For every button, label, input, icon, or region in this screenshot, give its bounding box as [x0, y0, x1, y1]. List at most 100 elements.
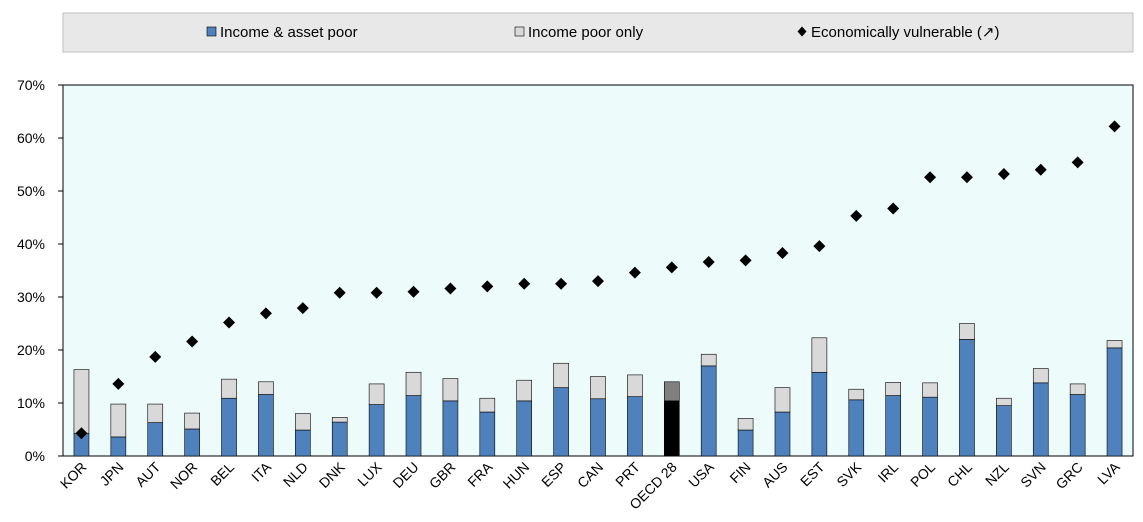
- bar-income-asset-poor: [368, 404, 385, 457]
- marker-economically-vulnerable: [1071, 156, 1084, 169]
- legend-swatch-income-asset-poor: [206, 26, 217, 37]
- bar-income-poor-only: [516, 379, 533, 402]
- bar-income-asset-poor: [811, 371, 828, 457]
- bar-income-poor-only: [737, 418, 754, 431]
- x-tick-label: NLD: [280, 459, 311, 490]
- x-tick-label: CAN: [574, 459, 606, 491]
- marker-economically-vulnerable: [444, 282, 457, 295]
- bar-income-asset-poor: [553, 387, 569, 457]
- marker-economically-vulnerable: [776, 247, 789, 260]
- bar-income-asset-poor: [1106, 347, 1123, 457]
- x-tick-label: SVK: [833, 458, 865, 490]
- marker-economically-vulnerable: [628, 266, 641, 279]
- x-tick-label: NZL: [982, 459, 1012, 489]
- bar-income-poor-only: [184, 412, 200, 430]
- bar-income-poor-only: [700, 353, 717, 367]
- marker-economically-vulnerable: [592, 275, 604, 288]
- x-tick-label: NOR: [167, 459, 200, 492]
- bar-income-asset-poor: [479, 411, 496, 457]
- x-tick-label: AUS: [759, 459, 791, 491]
- x-tick-label: PRT: [612, 458, 643, 489]
- bar-income-poor-only: [295, 413, 311, 431]
- bar-income-poor-only: [959, 323, 975, 340]
- y-tick-label: 20%: [17, 342, 45, 358]
- y-tick-label: 70%: [17, 77, 45, 93]
- marker-economically-vulnerable: [850, 209, 863, 222]
- marker-economically-vulnerable: [370, 286, 383, 299]
- x-tick-label: KOR: [57, 459, 90, 492]
- x-tick-label: ITA: [248, 458, 274, 484]
- x-tick-label: SVN: [1017, 459, 1049, 491]
- bar-income-asset-poor: [590, 398, 606, 457]
- bar-income-poor-only: [221, 378, 237, 399]
- x-tick-label: IRL: [875, 459, 902, 486]
- bar-income-asset-poor: [700, 365, 717, 457]
- bar-income-asset-poor: [258, 394, 274, 457]
- bar-income-asset-poor: [295, 429, 311, 457]
- marker-economically-vulnerable: [75, 427, 88, 440]
- x-tick-label: LVA: [1094, 458, 1123, 487]
- bar-income-asset-poor: [922, 396, 938, 457]
- x-axis: KOR JPN AUT NOR BEL ITA NLD DNK LUX DEU GBR FRA HUN E…: [57, 458, 1123, 512]
- bar-income-poor-only: [479, 397, 496, 413]
- bar-income-asset-poor: [221, 397, 237, 457]
- y-tick-label: 30%: [17, 289, 45, 305]
- bar-income-asset-poor: [737, 429, 754, 457]
- bar-income-poor-only: [1069, 383, 1086, 395]
- bar-income-asset-poor: [848, 399, 865, 457]
- bar-income-poor-only: [331, 417, 348, 423]
- bar-income-poor-only: [368, 383, 385, 405]
- marker-economically-vulnerable: [186, 335, 199, 348]
- bar-income-asset-poor: [110, 436, 127, 457]
- legend: Income & asset poor Income poor only Eco…: [62, 12, 1134, 53]
- bar-income-poor-only: [442, 378, 459, 402]
- vulnerable-markers: [75, 120, 1121, 440]
- marker-economically-vulnerable: [887, 202, 900, 215]
- bar-income-asset-poor: [627, 396, 643, 457]
- marker-economically-vulnerable: [1108, 120, 1121, 133]
- bar-income-asset-poor: [516, 400, 533, 457]
- bars: [73, 323, 1123, 457]
- bar-income-poor-only: [811, 337, 828, 373]
- bar-income-poor-only: [1106, 340, 1123, 349]
- bar-income-poor-only: [73, 369, 90, 434]
- bar-income-poor-only: [1032, 368, 1049, 384]
- marker-economically-vulnerable: [296, 302, 309, 315]
- y-tick-label: 10%: [17, 395, 45, 411]
- bar-income-asset-poor: [184, 428, 200, 457]
- bar-income-poor-only: [774, 387, 791, 413]
- x-tick-label: USA: [685, 458, 717, 490]
- x-tick-label: FRA: [464, 458, 496, 490]
- bar-income-asset-poor: [1069, 394, 1086, 457]
- bar-income-asset-poor: [774, 411, 791, 457]
- marker-economically-vulnerable: [813, 240, 826, 253]
- y-tick-label: 40%: [17, 236, 45, 252]
- marker-economically-vulnerable: [924, 171, 937, 184]
- marker-economically-vulnerable: [702, 256, 715, 269]
- x-tick-label: HUN: [500, 459, 533, 492]
- bar-income-poor-only: [922, 382, 938, 398]
- y-tick-label: 50%: [17, 183, 45, 199]
- marker-economically-vulnerable: [518, 277, 531, 290]
- legend-label-income-asset-poor: Income & asset poor: [220, 24, 358, 41]
- marker-economically-vulnerable: [481, 280, 494, 293]
- legend-diamond-economically-vulnerable: [797, 26, 807, 37]
- bar-income-poor-only: [627, 374, 643, 397]
- marker-economically-vulnerable: [665, 261, 678, 274]
- marker-economically-vulnerable: [259, 307, 272, 320]
- bar-income-poor-only: [663, 381, 680, 402]
- x-tick-label: GBR: [426, 459, 459, 492]
- marker-economically-vulnerable: [739, 254, 752, 267]
- bar-income-poor-only: [885, 382, 901, 396]
- bar-income-poor-only: [110, 403, 127, 438]
- x-tick-label: BEL: [207, 459, 237, 489]
- marker-economically-vulnerable: [960, 171, 973, 184]
- legend-label-income-poor-only: Income poor only: [528, 24, 644, 41]
- x-tick-label: ESP: [538, 459, 569, 490]
- x-tick-label: EST: [797, 458, 828, 489]
- bar-income-poor-only: [996, 397, 1012, 406]
- marker-economically-vulnerable: [112, 377, 125, 390]
- bar-income-asset-poor: [442, 400, 459, 457]
- y-tick-label: 0%: [25, 448, 45, 464]
